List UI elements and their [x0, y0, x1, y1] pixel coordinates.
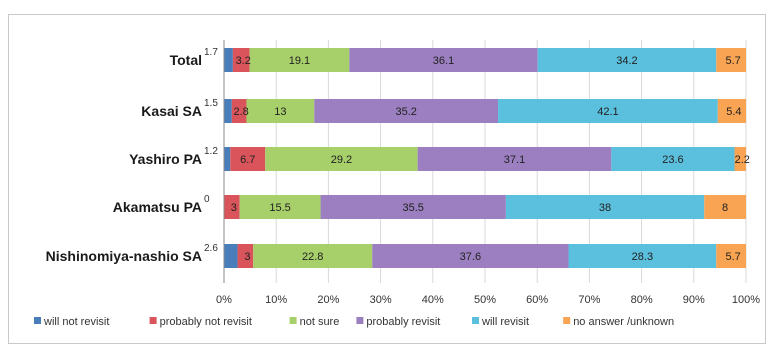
bar-segment: [237, 244, 254, 268]
bar-segment: [349, 48, 538, 72]
bar-segment: [314, 99, 499, 123]
data-label: 3.2: [236, 55, 251, 67]
bar-segment: [717, 99, 746, 123]
data-label: 13: [274, 106, 286, 118]
bar-segment: [246, 99, 315, 123]
legend-label: will not revisit: [43, 316, 109, 328]
bar-segment: [230, 147, 266, 171]
legend-swatch: [472, 317, 479, 324]
category-label: Total: [170, 52, 202, 68]
bar-segment: [372, 244, 569, 268]
bar-segment: [239, 195, 321, 219]
x-tick-label: 40%: [422, 294, 444, 306]
bar-segment: [224, 244, 238, 268]
data-label: 34.2: [616, 55, 637, 67]
category-label: Kasai SA: [141, 103, 202, 119]
bar-segment: [232, 48, 250, 72]
data-label: 1.2: [204, 146, 218, 157]
labels-layer: 3.2 19.1 36.1 34.2 5.7 Total 1.7 2.8 13 35.2 42.1 5…: [46, 47, 750, 264]
bar-segment: [716, 244, 746, 268]
data-label: 35.2: [395, 106, 416, 118]
x-tick-label: 0%: [216, 294, 232, 306]
data-label: 15.5: [269, 202, 290, 214]
x-tick-label: 70%: [578, 294, 600, 306]
legend-label: not sure: [300, 316, 340, 328]
x-tick-label: 90%: [683, 294, 705, 306]
bar-segment: [224, 99, 232, 123]
bar-segment: [249, 48, 350, 72]
category-label: Yashiro PA: [129, 151, 202, 167]
bar-segment: [611, 147, 735, 171]
data-label: 35.5: [403, 202, 424, 214]
data-label: 5.7: [725, 55, 740, 67]
x-axis: 0% 10% 20% 30% 40% 50% 60% 70% 80% 90% 100%: [216, 40, 760, 306]
x-tick-label: 30%: [370, 294, 392, 306]
bar-segment: [417, 147, 612, 171]
legend-label: will revisit: [481, 316, 529, 328]
data-label: 6.7: [240, 154, 255, 166]
bar-segment: [505, 195, 705, 219]
bar-segment: [253, 244, 373, 268]
data-label: 5.4: [726, 106, 741, 118]
bar-segment: [224, 147, 231, 171]
bar-segment: [224, 48, 233, 72]
bar-segment: [716, 48, 746, 72]
legend-swatch: [149, 317, 157, 324]
data-label: 22.8: [302, 251, 323, 263]
bar-segment: [224, 195, 240, 219]
legend-swatch: [34, 317, 41, 324]
data-label: 37.1: [504, 154, 525, 166]
data-label: 3: [244, 251, 250, 263]
bar-segment: [231, 99, 247, 123]
data-label: 42.1: [597, 106, 618, 118]
bar-segment: [320, 195, 506, 219]
data-label: 36.1: [433, 55, 454, 67]
data-label: 1.5: [204, 98, 218, 109]
bar-segment: [734, 147, 746, 171]
legend: will not revisit probably not revisit not …: [34, 316, 674, 328]
bar-segment: [704, 195, 746, 219]
legend-label: probably not revisit: [160, 316, 252, 328]
data-label: 3: [231, 202, 237, 214]
data-label: 2.6: [204, 243, 218, 254]
category-label: Akamatsu PA: [113, 199, 202, 215]
data-label: 23.6: [662, 154, 683, 166]
category-label: Nishinomiya-nashio SA: [46, 248, 202, 264]
x-tick-label: 80%: [631, 294, 653, 306]
data-label: 8: [722, 202, 728, 214]
data-label: 0: [204, 194, 210, 205]
data-label: 28.3: [632, 251, 653, 263]
x-tick-label: 100%: [732, 294, 760, 306]
data-label: 2.2: [735, 154, 750, 166]
bars-layer: [224, 48, 746, 268]
data-label: 37.6: [460, 251, 481, 263]
data-label: 19.1: [289, 55, 310, 67]
x-tick-label: 50%: [474, 294, 496, 306]
data-label: 38: [599, 202, 611, 214]
data-label: 29.2: [331, 154, 352, 166]
bar-segment: [568, 244, 717, 268]
bar-segment: [498, 99, 718, 123]
bar-segment: [537, 48, 717, 72]
x-tick-label: 10%: [265, 294, 287, 306]
legend-swatch: [356, 317, 364, 324]
data-label: 1.7: [204, 47, 218, 58]
data-label: 2.8: [233, 106, 248, 118]
legend-label: no answer /unknown: [573, 316, 674, 328]
legend-label: probably revisit: [366, 316, 440, 328]
legend-swatch: [289, 317, 297, 324]
legend-swatch: [563, 317, 571, 324]
x-tick-label: 60%: [526, 294, 548, 306]
x-tick-label: 20%: [317, 294, 339, 306]
data-label: 5.7: [725, 251, 740, 263]
bar-segment: [265, 147, 418, 171]
